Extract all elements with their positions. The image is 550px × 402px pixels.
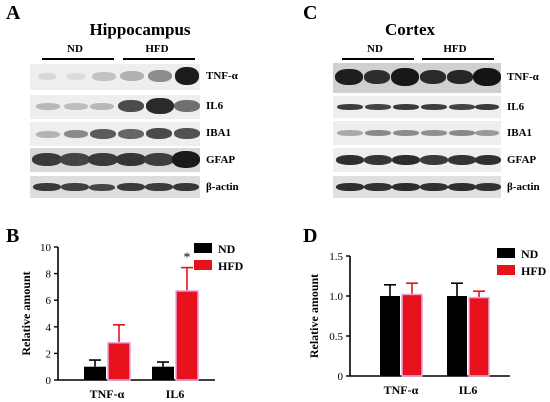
- cortex-label-bactin: β-actin: [507, 181, 540, 193]
- cortex-title: Cortex: [384, 20, 436, 39]
- chart-d-legend-swatch-nd: [497, 248, 515, 258]
- cortex-hfd-label: HFD: [443, 43, 467, 55]
- panel-a-letter: A: [6, 2, 21, 24]
- hippo-label-iba1: IBA1: [206, 127, 232, 139]
- chart-d-legend-label-hfd: HFD: [521, 264, 547, 278]
- chart-d-x-tick-label: TNF-α: [384, 383, 419, 397]
- chart-b-bar-hfd-1: [107, 342, 131, 381]
- chart-b-x-tick-label: TNF-α: [90, 387, 125, 401]
- cortex-strip-bactin: [333, 176, 501, 198]
- chart-d-y-tick-label: 0: [338, 371, 344, 383]
- chart-d-legend-label-nd: ND: [521, 247, 539, 261]
- hippocampus-hfd-label: HFD: [145, 43, 169, 55]
- hippocampus-title: Hippocampus: [89, 20, 191, 39]
- cortex-label-gfap: GFAP: [507, 154, 537, 166]
- cortex-bar-chart: 0 0.5 1.0 1.5 Relative amount TNF-α IL6 ND HFD: [307, 247, 547, 397]
- hippo-strip-il6: [30, 95, 200, 119]
- chart-b-bar-nd-1: [84, 366, 106, 380]
- cortex-strip-il6: [333, 96, 501, 118]
- hippo-strip-tnf: [30, 64, 200, 90]
- hippocampus-nd-line: [42, 58, 114, 60]
- chart-b-bar-hfd-2: [175, 290, 199, 381]
- chart-b-legend-label-nd: ND: [218, 242, 236, 256]
- hippocampus-hfd-line: [123, 58, 195, 60]
- chart-d-x-tick-label: IL6: [459, 383, 478, 397]
- chart-b-legend-label-hfd: HFD: [218, 259, 244, 273]
- cortex-strip-gfap: [333, 148, 501, 172]
- chart-d-y-tick-label: 0.5: [329, 331, 343, 343]
- chart-b-y-tick-label: 0: [46, 375, 52, 387]
- hippo-label-gfap: GFAP: [206, 154, 236, 166]
- chart-b-y-tick-label: 4: [46, 322, 52, 334]
- chart-d-legend-swatch-hfd: [497, 265, 515, 275]
- chart-b-bar-nd-2: [152, 366, 174, 380]
- chart-b-x-tick-label: IL6: [166, 387, 185, 401]
- cortex-label-tnf: TNF-α: [507, 71, 539, 83]
- chart-b-significance-star: *: [184, 251, 191, 266]
- hippo-strip-gfap: [30, 148, 200, 172]
- chart-b-y-tick-label: 6: [46, 295, 52, 307]
- chart-b-y-tick-label: 8: [46, 269, 52, 281]
- panel-c-letter: C: [303, 2, 318, 24]
- cortex-hfd-line: [422, 58, 494, 60]
- chart-d-bar-nd-2: [447, 296, 467, 376]
- cortex-label-iba1: IBA1: [507, 127, 533, 139]
- hippo-label-il6: IL6: [206, 100, 224, 112]
- cortex-label-il6: IL6: [507, 101, 525, 113]
- hippocampus-nd-label: ND: [67, 43, 83, 55]
- chart-d-bar-hfd-1: [401, 293, 423, 377]
- chart-b-legend-swatch-hfd: [194, 260, 212, 270]
- panel-d-letter: D: [303, 225, 318, 247]
- chart-b-y-tick-label: 2: [46, 348, 52, 360]
- chart-b-y-axis-label: Relative amount: [19, 271, 33, 355]
- hippo-strip-bactin: [30, 176, 200, 198]
- cortex-nd-line: [342, 58, 414, 60]
- chart-b-y-tick-label: 10: [40, 242, 52, 254]
- chart-d-bar-hfd-2: [468, 296, 490, 377]
- cortex-strip-iba1: [333, 121, 501, 145]
- cortex-nd-label: ND: [367, 43, 383, 55]
- hippo-strip-iba1: [30, 122, 200, 146]
- hippo-label-bactin: β-actin: [206, 181, 239, 193]
- panel-b-letter: B: [6, 225, 20, 247]
- chart-d-y-axis-label: Relative amount: [307, 274, 321, 358]
- chart-d-bar-nd-1: [380, 296, 400, 376]
- chart-d-y-tick-label: 1.5: [329, 251, 343, 263]
- hippocampus-bar-chart: 0 2 4 6 8 10 Relative amount TNF-α IL6 * ND HFD: [19, 242, 244, 401]
- chart-d-y-tick-label: 1.0: [329, 291, 343, 303]
- hippo-label-tnf: TNF-α: [206, 70, 238, 82]
- cortex-strip-tnf: [333, 63, 501, 93]
- chart-b-legend-swatch-nd: [194, 243, 212, 253]
